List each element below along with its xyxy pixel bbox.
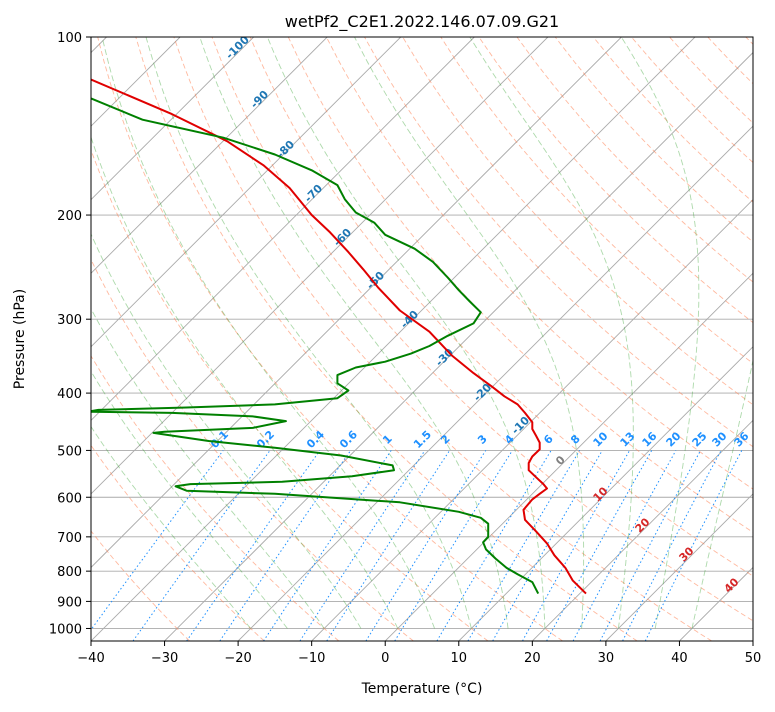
y-tick-label: 900: [57, 595, 82, 610]
y-tick-label: 1000: [49, 622, 82, 637]
y-tick-label: 500: [57, 444, 82, 459]
x-tick-label: 50: [745, 651, 762, 666]
y-tick-label: 200: [57, 209, 82, 224]
x-tick-label: 0: [381, 651, 389, 666]
y-tick-label: 800: [57, 565, 82, 580]
y-tick-label: 600: [57, 491, 82, 506]
x-tick-label: 40: [671, 651, 688, 666]
y-tick-label: 100: [57, 31, 82, 46]
x-tick-label: 30: [598, 651, 615, 666]
x-axis-label: Temperature (°C): [361, 681, 483, 697]
y-axis-label: Pressure (hPa): [12, 289, 28, 389]
y-tick-label: 400: [57, 387, 82, 402]
x-tick-label: −10: [298, 651, 325, 666]
chart-title: wetPf2_C2E1.2022.146.07.09.G21: [285, 12, 559, 32]
x-tick-label: −40: [77, 651, 104, 666]
x-tick-label: 20: [524, 651, 541, 666]
y-tick-label: 300: [57, 313, 82, 328]
x-tick-label: 10: [451, 651, 468, 666]
x-tick-label: −20: [224, 651, 251, 666]
x-tick-label: −30: [151, 651, 178, 666]
y-tick-label: 700: [57, 531, 82, 546]
